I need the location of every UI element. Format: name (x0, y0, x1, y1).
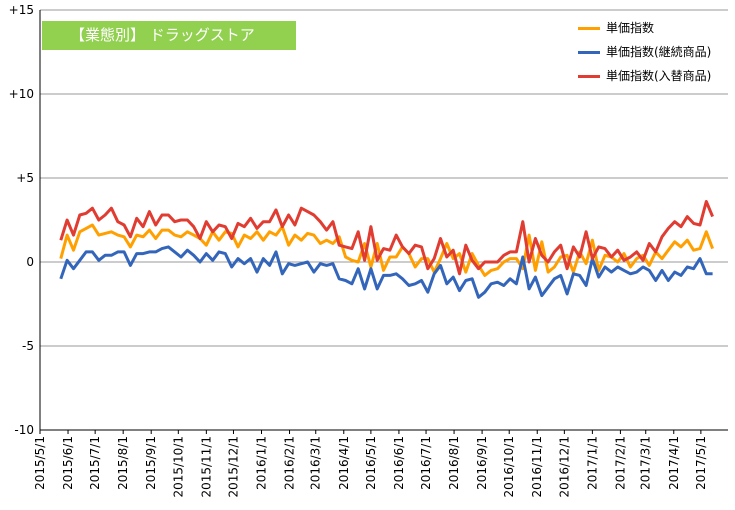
x-tick-label: 2016/9/1 (475, 436, 489, 490)
x-axis: 2015/5/1 2015/6/1 2015/7/1 2015/8/1 2015/9/1… (33, 430, 708, 498)
x-tick-label: 2016/10/1 (502, 436, 516, 498)
legend-swatch-series-0 (578, 27, 600, 30)
x-tick-label: 2015/7/1 (88, 436, 102, 490)
legend-item-series-1: 単価指数(継続商品) (578, 40, 728, 64)
y-tick-label: 0 (26, 255, 34, 269)
x-tick-label: 2016/5/1 (364, 436, 378, 490)
legend-label-series-2: 単価指数(入替商品) (606, 69, 712, 83)
x-tick-label: 2017/2/1 (613, 436, 627, 490)
x-tick-label: 2015/8/1 (116, 436, 130, 490)
x-tick-label: 2015/10/1 (171, 436, 185, 498)
x-tick-label: 2015/12/1 (226, 436, 240, 498)
legend-label-series-0: 単価指数 (606, 21, 655, 35)
y-tick-label: +5 (16, 171, 34, 185)
x-tick-label: 2016/3/1 (309, 436, 323, 490)
x-tick-label: 2016/2/1 (283, 436, 297, 490)
x-tick-label: 2017/4/1 (667, 436, 681, 490)
x-tick-label: 2017/5/1 (694, 436, 708, 490)
y-tick-label: +15 (9, 3, 34, 17)
y-tick-label: +10 (9, 87, 34, 101)
grid-lines (40, 9, 728, 431)
x-tick-label: 2015/6/1 (61, 436, 75, 490)
x-tick-label: 2016/6/1 (392, 436, 406, 490)
series-line-2 (59, 200, 714, 276)
x-tick-label: 2016/4/1 (337, 436, 351, 490)
x-tick-label: 2017/1/1 (585, 436, 599, 490)
x-tick-label: 2016/12/1 (557, 436, 571, 498)
legend: 単価指数 単価指数(継続商品) 単価指数(入替商品) (578, 16, 728, 88)
series-lines (59, 200, 715, 299)
legend-swatch-series-1 (578, 51, 600, 54)
x-tick-label: 2016/7/1 (419, 436, 433, 490)
series-line-0 (59, 223, 715, 277)
series-line-1 (59, 245, 713, 299)
x-tick-label: 2016/1/1 (254, 436, 268, 490)
x-tick-label: 2015/11/1 (199, 436, 213, 498)
chart-title: 【業態別】 ドラッグストア (42, 21, 296, 50)
y-tick-label: -10 (14, 423, 34, 437)
legend-label-series-1: 単価指数(継続商品) (606, 45, 712, 59)
x-tick-label: 2016/11/1 (530, 436, 544, 498)
y-tick-label: -5 (22, 339, 34, 353)
x-tick-label: 2017/3/1 (639, 436, 653, 490)
legend-swatch-series-2 (578, 75, 600, 78)
legend-item-series-0: 単価指数 (578, 16, 728, 40)
x-tick-label: 2016/8/1 (447, 436, 461, 490)
y-axis: +15 +10 +5 0 -5 -10 (9, 3, 41, 437)
legend-item-series-2: 単価指数(入替商品) (578, 64, 728, 88)
x-tick-label: 2015/5/1 (33, 436, 47, 490)
x-tick-label: 2015/9/1 (144, 436, 158, 490)
